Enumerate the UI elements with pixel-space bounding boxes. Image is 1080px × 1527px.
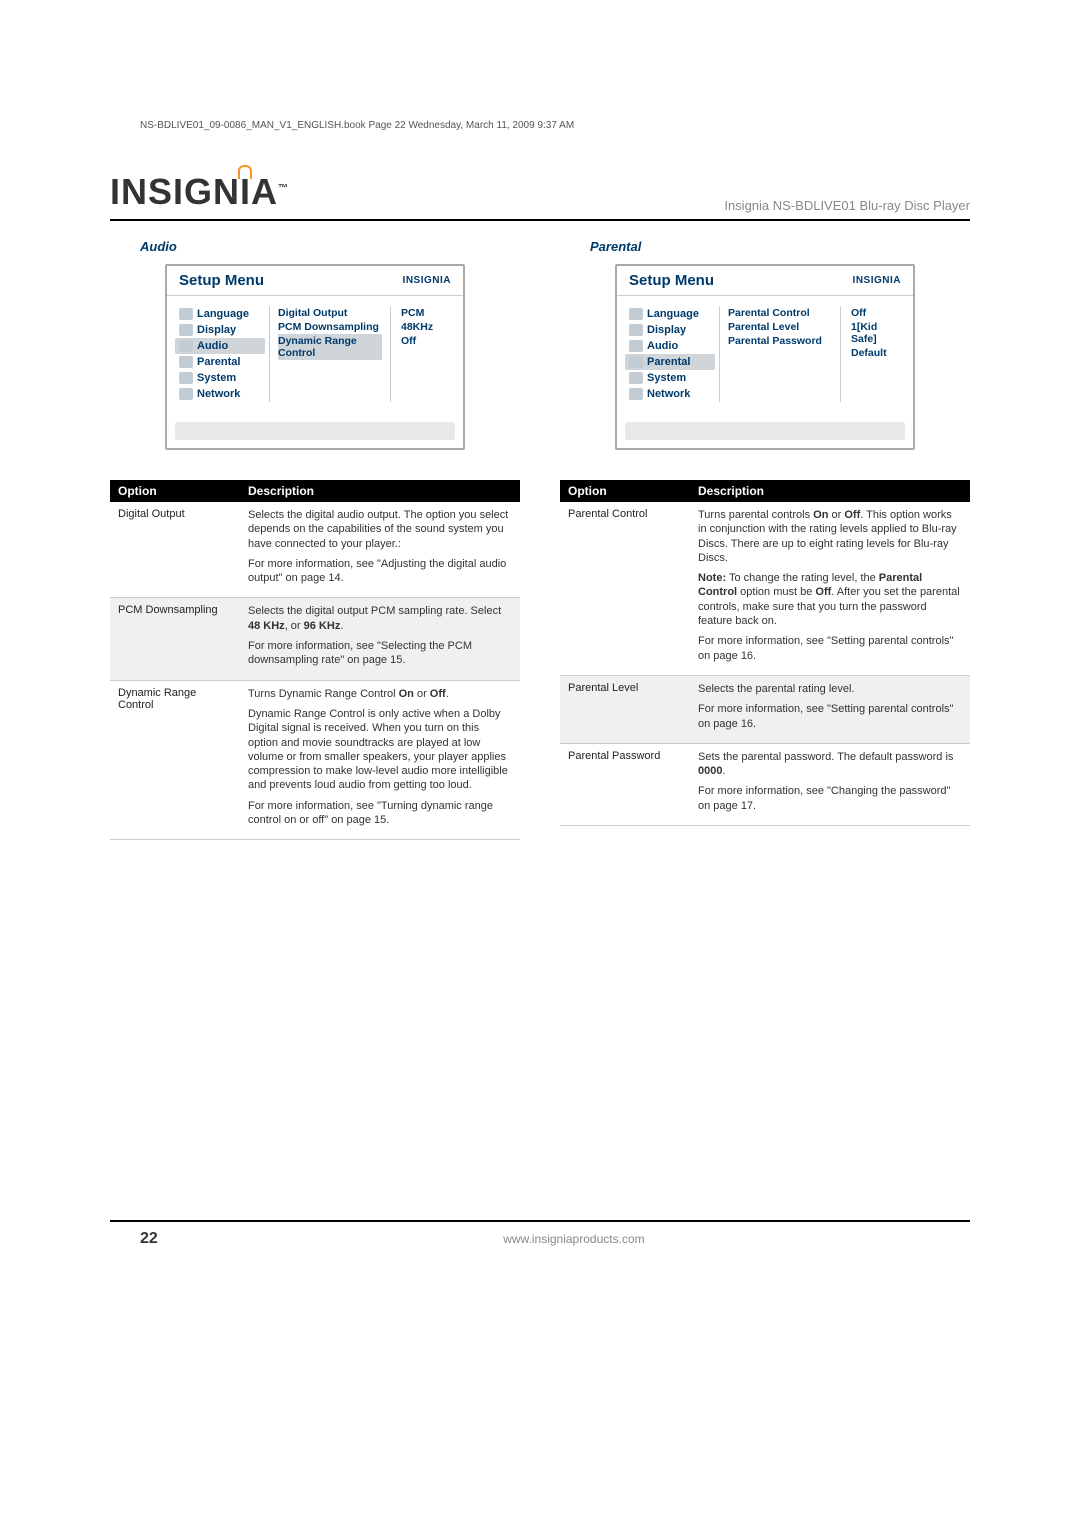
sidebar-icon	[629, 388, 643, 400]
option-description: Selects the digital audio output. The op…	[240, 502, 520, 598]
option-name: PCM Downsampling	[110, 598, 240, 680]
sidebar-icon	[629, 356, 643, 368]
sidebar-icon	[179, 324, 193, 336]
option-row[interactable]: Dynamic Range Control	[278, 334, 382, 360]
value-row: Default	[851, 346, 905, 360]
sidebar-item[interactable]: Parental	[625, 354, 715, 370]
audio-heading: Audio	[110, 239, 520, 254]
option-name: Parental Password	[560, 743, 690, 825]
option-row[interactable]: Digital Output	[278, 306, 382, 320]
print-header-note: NS-BDLIVE01_09-0086_MAN_V1_ENGLISH.book …	[110, 120, 970, 131]
sidebar-icon	[179, 372, 193, 384]
sidebar-icon	[179, 356, 193, 368]
sidebar-icon	[179, 308, 193, 320]
menu-footer	[625, 422, 905, 440]
audio-option-table: Option Description Digital OutputSelects…	[110, 480, 520, 840]
audio-setup-menu: Setup Menu INSIGNIA LanguageDisplayAudio…	[165, 264, 465, 450]
option-description: Turns Dynamic Range Control On or Off.Dy…	[240, 680, 520, 840]
th-description: Description	[240, 480, 520, 502]
menu-sidebar: LanguageDisplayAudioParentalSystemNetwor…	[625, 306, 715, 402]
menu-footer	[175, 422, 455, 440]
sidebar-icon	[629, 324, 643, 336]
menu-options: Digital OutputPCM DownsamplingDynamic Ra…	[269, 306, 391, 402]
page: NS-BDLIVE01_09-0086_MAN_V1_ENGLISH.book …	[0, 0, 1080, 1308]
menu-brand: INSIGNIA	[853, 275, 901, 286]
brand-row: INSIGNIA™ Insignia NS-BDLIVE01 Blu-ray D…	[110, 171, 970, 213]
parental-option-table: Option Description Parental ControlTurns…	[560, 480, 970, 826]
brand-logo: INSIGNIA™	[110, 171, 289, 213]
option-row[interactable]: PCM Downsampling	[278, 320, 382, 334]
menu-values: PCM48KHzOff	[395, 306, 455, 402]
audio-column: Audio Setup Menu INSIGNIA LanguageDispla…	[110, 239, 520, 840]
divider	[110, 219, 970, 221]
footer-divider	[110, 1220, 970, 1222]
value-row: Off	[851, 306, 905, 320]
footer-url: www.insigniaproducts.com	[178, 1232, 970, 1246]
table-row: Digital OutputSelects the digital audio …	[110, 502, 520, 598]
table-row: Parental ControlTurns parental controls …	[560, 502, 970, 675]
page-number: 22	[110, 1230, 158, 1248]
menu-title: Setup Menu	[629, 272, 714, 289]
product-title: Insignia NS-BDLIVE01 Blu-ray Disc Player	[724, 198, 970, 213]
table-row: Parental LevelSelects the parental ratin…	[560, 675, 970, 743]
option-description: Selects the parental rating level.For mo…	[690, 675, 970, 743]
value-row: 48KHz	[401, 320, 455, 334]
sidebar-item[interactable]: Display	[625, 322, 715, 338]
sidebar-icon	[629, 340, 643, 352]
th-description: Description	[690, 480, 970, 502]
menu-values: Off1[Kid Safe]Default	[845, 306, 905, 402]
value-row: Off	[401, 334, 455, 348]
menu-title: Setup Menu	[179, 272, 264, 289]
menu-brand: INSIGNIA	[403, 275, 451, 286]
menu-sidebar: LanguageDisplayAudioParentalSystemNetwor…	[175, 306, 265, 402]
value-row: PCM	[401, 306, 455, 320]
sidebar-item[interactable]: System	[175, 370, 265, 386]
sidebar-item[interactable]: Network	[175, 386, 265, 402]
option-name: Digital Output	[110, 502, 240, 598]
sidebar-item[interactable]: Language	[175, 306, 265, 322]
option-row[interactable]: Parental Level	[728, 320, 832, 334]
option-description: Selects the digital output PCM sampling …	[240, 598, 520, 680]
option-row[interactable]: Parental Password	[728, 334, 832, 348]
th-option: Option	[110, 480, 240, 502]
sidebar-icon	[629, 308, 643, 320]
value-row: 1[Kid Safe]	[851, 320, 905, 346]
th-option: Option	[560, 480, 690, 502]
option-name: Parental Control	[560, 502, 690, 675]
page-footer: 22 www.insigniaproducts.com	[110, 1220, 970, 1248]
option-name: Dynamic Range Control	[110, 680, 240, 840]
option-description: Turns parental controls On or Off. This …	[690, 502, 970, 675]
option-name: Parental Level	[560, 675, 690, 743]
option-description: Sets the parental password. The default …	[690, 743, 970, 825]
table-row: PCM DownsamplingSelects the digital outp…	[110, 598, 520, 680]
sidebar-item[interactable]: Parental	[175, 354, 265, 370]
parental-setup-menu: Setup Menu INSIGNIA LanguageDisplayAudio…	[615, 264, 915, 450]
sidebar-item[interactable]: Audio	[625, 338, 715, 354]
sidebar-icon	[179, 388, 193, 400]
sidebar-item[interactable]: Audio	[175, 338, 265, 354]
parental-column: Parental Setup Menu INSIGNIA LanguageDis…	[560, 239, 970, 840]
sidebar-item[interactable]: System	[625, 370, 715, 386]
sidebar-item[interactable]: Language	[625, 306, 715, 322]
menu-options: Parental ControlParental LevelParental P…	[719, 306, 841, 402]
content-columns: Audio Setup Menu INSIGNIA LanguageDispla…	[110, 239, 970, 840]
table-row: Parental PasswordSets the parental passw…	[560, 743, 970, 825]
option-row[interactable]: Parental Control	[728, 306, 832, 320]
sidebar-icon	[629, 372, 643, 384]
sidebar-item[interactable]: Network	[625, 386, 715, 402]
parental-heading: Parental	[560, 239, 970, 254]
table-row: Dynamic Range ControlTurns Dynamic Range…	[110, 680, 520, 840]
sidebar-icon	[179, 340, 193, 352]
sidebar-item[interactable]: Display	[175, 322, 265, 338]
